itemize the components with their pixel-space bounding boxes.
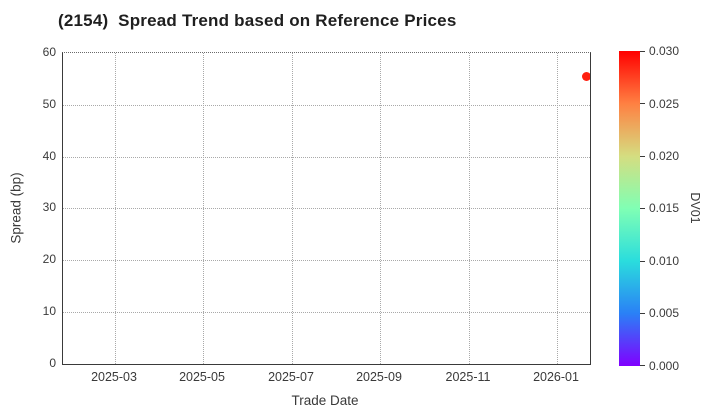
y-tick-label: 10 <box>42 304 56 318</box>
y-tick-label: 60 <box>42 45 56 59</box>
y-tick-label: 40 <box>42 149 56 163</box>
colorbar-tick <box>640 365 645 366</box>
x-tick-label: 2025-07 <box>268 370 314 384</box>
colorbar-tick-label: 0.025 <box>649 97 680 111</box>
colorbar-tick <box>640 313 645 314</box>
gridline-horizontal <box>63 260 590 261</box>
gridline-horizontal <box>63 157 590 158</box>
gridline-horizontal <box>63 105 590 106</box>
chart-title: (2154) Spread Trend based on Reference P… <box>58 11 457 30</box>
gridline-horizontal <box>63 208 590 209</box>
gridline-horizontal <box>63 312 590 313</box>
plot-area <box>62 52 591 365</box>
y-tick-label: 0 <box>49 356 56 370</box>
colorbar-tick-label: 0.020 <box>649 149 680 163</box>
x-tick-label: 2025-11 <box>445 370 491 384</box>
colorbar-gradient <box>619 51 640 366</box>
colorbar-tick-label: 0.000 <box>649 359 680 373</box>
x-tick-label: 2025-09 <box>356 370 402 384</box>
x-tick-label: 2026-01 <box>533 370 579 384</box>
y-tick-label: 20 <box>42 252 56 266</box>
colorbar-tick-label: 0.010 <box>649 254 680 268</box>
colorbar-tick <box>640 51 645 52</box>
colorbar-tick-label: 0.015 <box>649 201 680 215</box>
y-tick-label: 50 <box>42 97 56 111</box>
colorbar-tick <box>640 156 645 157</box>
colorbar-tick <box>640 261 645 262</box>
colorbar-axis-title: DV01 <box>688 192 702 224</box>
colorbar-tick <box>640 208 645 209</box>
y-tick-label: 30 <box>42 200 56 214</box>
x-tick-label: 2025-03 <box>91 370 137 384</box>
colorbar-tick-label: 0.030 <box>649 44 680 58</box>
x-axis-title: Trade Date <box>291 393 359 408</box>
y-axis-title: Spread (bp) <box>8 172 24 244</box>
colorbar-tick-label: 0.005 <box>649 306 680 320</box>
data-point <box>582 72 590 81</box>
x-tick-label: 2025-05 <box>179 370 225 384</box>
colorbar-tick <box>640 103 645 104</box>
